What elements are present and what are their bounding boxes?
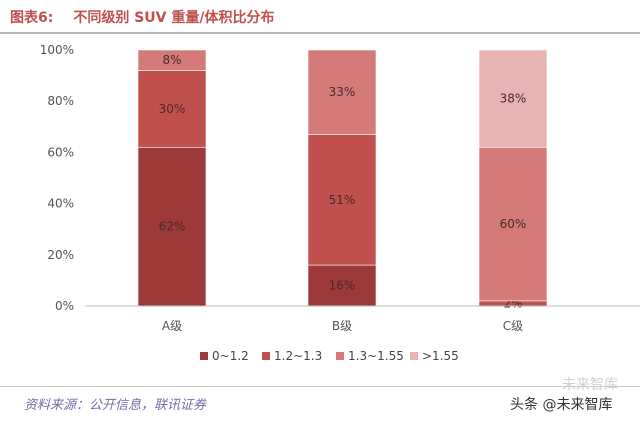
source-note: 资料来源：公开信息，联讯证券 bbox=[24, 398, 207, 413]
data-label: 30% bbox=[159, 102, 186, 116]
category-label: C级 bbox=[503, 319, 523, 333]
watermark-faint: 未来智库 bbox=[562, 377, 618, 393]
y-tick-label: 60% bbox=[47, 145, 74, 159]
category-label: A级 bbox=[162, 319, 182, 333]
legend-swatch bbox=[200, 352, 208, 360]
bar-segment bbox=[137, 49, 207, 71]
bar-segment bbox=[137, 70, 207, 148]
y-axis: 0% 20% 40% 60% 80% 100% bbox=[40, 43, 74, 313]
legend-label: 0~1.2 bbox=[212, 349, 249, 363]
bar-segment bbox=[137, 146, 207, 307]
header-divider bbox=[0, 32, 640, 34]
figure-header: 图表6: 不同级别 SUV 重量/体积比分布 bbox=[0, 0, 640, 34]
legend-swatch bbox=[336, 352, 344, 360]
legend-label: 1.2~1.3 bbox=[274, 349, 322, 363]
category-label: B级 bbox=[332, 319, 352, 333]
bars: 62%30%8%16%51%33%2%60%38% bbox=[137, 49, 548, 310]
legend: 0~1.2 1.2~1.3 1.3~1.55 >1.55 bbox=[200, 349, 459, 363]
legend-swatch bbox=[262, 352, 270, 360]
data-label: 33% bbox=[329, 85, 356, 99]
bar-segment bbox=[478, 49, 548, 148]
watermark: 头条 @未来智库 bbox=[510, 397, 613, 413]
data-label: 60% bbox=[500, 217, 527, 231]
y-tick-label: 80% bbox=[47, 94, 74, 108]
data-label: 51% bbox=[329, 193, 356, 207]
data-label: 8% bbox=[162, 53, 181, 67]
bar-segment bbox=[307, 134, 377, 266]
category-labels: A级 B级 C级 bbox=[162, 319, 523, 333]
legend-swatch bbox=[410, 352, 418, 360]
bar-segment bbox=[307, 49, 377, 135]
footer-divider bbox=[0, 386, 640, 387]
figure-title: 不同级别 SUV 重量/体积比分布 bbox=[73, 10, 275, 26]
y-tick-label: 40% bbox=[47, 197, 74, 211]
bar-segment bbox=[307, 264, 377, 307]
y-tick-label: 100% bbox=[40, 43, 74, 57]
data-label: 16% bbox=[329, 279, 356, 293]
y-tick-label: 0% bbox=[55, 299, 74, 313]
data-label: 62% bbox=[159, 220, 186, 234]
figure-label: 图表6: bbox=[10, 10, 54, 26]
bar-segment bbox=[478, 146, 548, 302]
stacked-bar-chart: 0%20%40%60%80%100% 62%30%8%16%51%33%2%60… bbox=[40, 43, 640, 363]
data-label: 38% bbox=[500, 92, 527, 106]
legend-label: 1.3~1.55 bbox=[348, 349, 404, 363]
y-tick-label: 20% bbox=[47, 248, 74, 262]
legend-label: >1.55 bbox=[422, 349, 459, 363]
